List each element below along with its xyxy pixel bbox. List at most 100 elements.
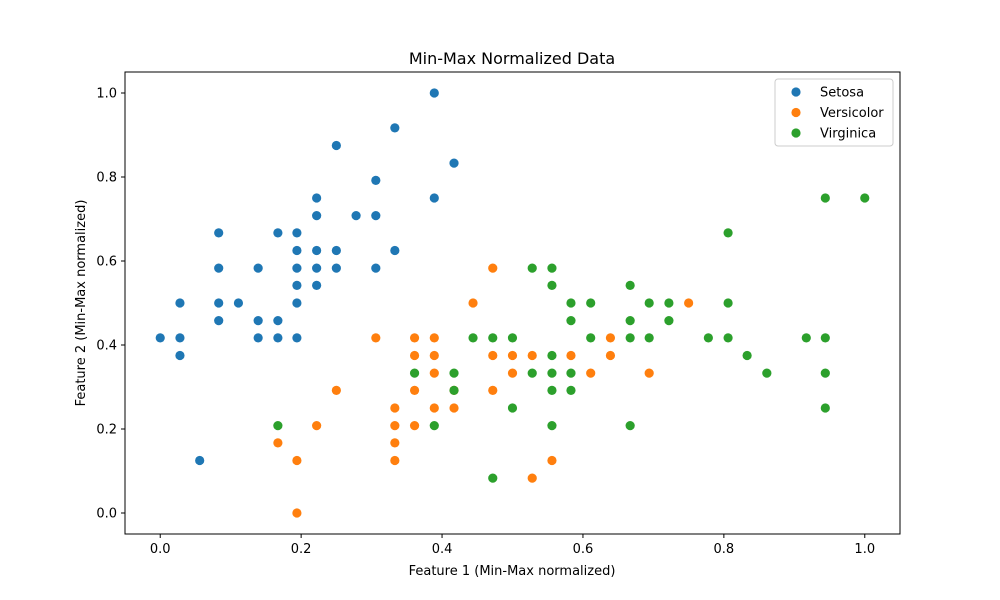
virginica-point: [742, 350, 752, 361]
virginica-point: [820, 333, 830, 343]
x-axis-label: Feature 1 (Min-Max normalized): [409, 564, 616, 579]
setosa-point: [331, 245, 341, 256]
versicolor-point: [390, 421, 400, 431]
virginica-point: [566, 368, 576, 378]
virginica-point: [429, 421, 439, 431]
versicolor-point: [684, 298, 694, 308]
setosa-point: [292, 333, 302, 343]
series-versicolor: [273, 263, 694, 518]
y-tick-label: 0.4: [96, 339, 117, 354]
virginica-point: [762, 368, 772, 378]
x-tick-label: 0.0: [150, 542, 171, 557]
versicolor-point: [429, 350, 439, 361]
versicolor-point: [390, 455, 400, 466]
virginica-point: [820, 368, 830, 378]
versicolor-point: [312, 421, 322, 431]
setosa-point: [331, 140, 341, 151]
versicolor-point: [488, 350, 498, 361]
virginica-point: [820, 193, 830, 203]
virginica-point: [625, 316, 635, 326]
plot-area: 0.0 0.2 0.4 0.6 0.8 1.0 0.0 0.2 0.4 0.6 0.8 1.0: [96, 71, 901, 557]
versicolor-point: [566, 350, 576, 361]
legend-marker-virginica: [791, 128, 801, 138]
virginica-point: [273, 421, 283, 431]
setosa-point: [273, 228, 283, 238]
virginica-point: [801, 333, 811, 343]
setosa-point: [175, 298, 185, 308]
versicolor-point: [409, 350, 420, 361]
x-tick-label: 1.0: [854, 542, 875, 557]
virginica-point: [547, 350, 557, 361]
versicolor-point: [605, 333, 616, 343]
x-tick-label: 0.4: [432, 542, 453, 557]
versicolor-point: [507, 368, 518, 378]
virginica-point: [625, 280, 635, 290]
versicolor-point: [390, 403, 400, 413]
y-axis-label: Feature 2 (Min-Max normalized): [74, 200, 89, 407]
versicolor-point: [390, 438, 400, 448]
x-tick-label: 0.2: [291, 542, 312, 557]
versicolor-point: [371, 333, 381, 343]
virginica-point: [547, 280, 557, 290]
versicolor-point: [488, 385, 498, 395]
versicolor-point: [468, 298, 478, 308]
legend-marker-setosa: [791, 87, 801, 97]
versicolor-point: [292, 455, 302, 466]
virginica-point: [547, 263, 557, 273]
virginica-point: [527, 263, 537, 273]
setosa-point: [292, 263, 302, 273]
setosa-point: [292, 245, 302, 256]
setosa-point: [351, 211, 361, 221]
versicolor-point: [409, 421, 420, 431]
virginica-point: [703, 333, 713, 343]
virginica-point: [566, 298, 576, 308]
versicolor-point: [409, 333, 420, 343]
y-tick-label: 0.8: [96, 171, 117, 186]
setosa-point: [371, 263, 381, 273]
virginica-point: [507, 403, 518, 413]
y-tick-label: 0.6: [96, 255, 117, 270]
versicolor-point: [586, 368, 596, 378]
virginica-point: [586, 298, 596, 308]
setosa-point: [233, 298, 244, 308]
setosa-point: [312, 211, 322, 221]
setosa-point: [390, 245, 400, 256]
setosa-point: [429, 193, 439, 203]
virginica-point: [547, 368, 557, 378]
setosa-point: [253, 333, 263, 343]
virginica-point: [566, 385, 576, 395]
versicolor-point: [547, 455, 557, 466]
versicolor-point: [605, 350, 616, 361]
versicolor-point: [331, 385, 341, 395]
setosa-point: [371, 211, 381, 221]
virginica-point: [644, 333, 654, 343]
versicolor-point: [488, 263, 498, 273]
legend: Setosa Versicolor Virginica: [774, 78, 894, 147]
versicolor-point: [429, 368, 439, 378]
setosa-point: [312, 193, 322, 203]
setosa-point: [429, 88, 439, 98]
versicolor-point: [527, 473, 537, 483]
virginica-point: [547, 385, 557, 395]
versicolor-point: [429, 403, 439, 413]
virginica-point: [527, 368, 537, 378]
setosa-point: [371, 175, 381, 185]
versicolor-point: [273, 438, 283, 448]
series-virginica: [273, 193, 870, 483]
setosa-point: [312, 263, 322, 273]
versicolor-point: [409, 385, 420, 395]
series-setosa: [155, 88, 459, 466]
virginica-point: [625, 421, 635, 431]
versicolor-point: [449, 403, 459, 413]
virginica-point: [723, 228, 733, 238]
legend-label-virginica: Virginica: [820, 127, 876, 142]
setosa-point: [195, 455, 205, 466]
legend-box: [774, 78, 894, 147]
virginica-point: [820, 403, 830, 413]
versicolor-point: [507, 350, 518, 361]
setosa-point: [214, 228, 224, 238]
virginica-point: [860, 193, 870, 203]
virginica-point: [566, 316, 576, 326]
virginica-point: [449, 368, 459, 378]
